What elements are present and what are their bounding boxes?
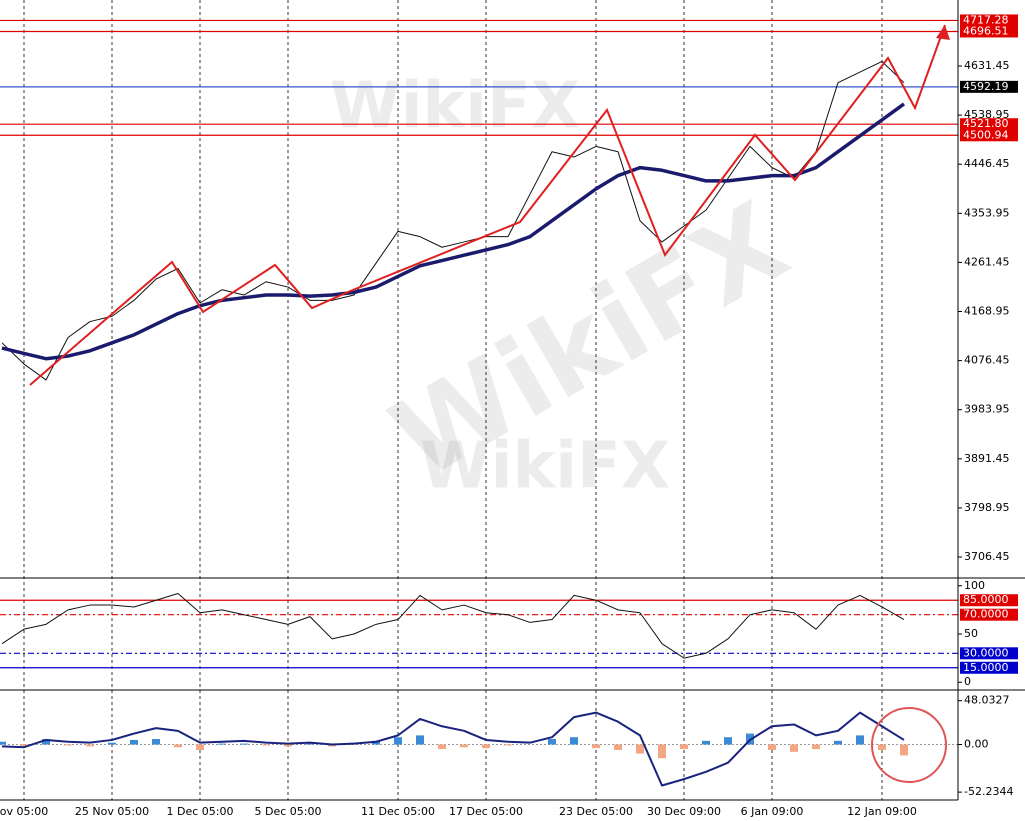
y-tick-label: 48.0327 [964,694,1010,707]
histogram-bar [306,743,314,745]
histogram-bar [20,744,28,747]
histogram-bar [570,737,578,745]
histogram-bar [658,744,666,759]
histogram-bar [636,744,644,754]
level-label: 4500.94 [963,128,1009,141]
series-line [1,711,905,787]
y-tick-label: 3798.95 [964,501,1010,514]
histogram-bar [416,735,424,745]
level-label: 85.0000 [963,593,1009,606]
level-label-box [960,594,1018,607]
histogram-bar [86,744,94,747]
level-label-box [960,661,1018,674]
y-tick-label: 4631.45 [964,59,1010,72]
level-label: 70.0000 [963,608,1009,621]
histogram-bar [900,744,908,756]
x-tick-label: ov 05:00 [0,805,48,818]
y-tick-label: 4353.95 [964,206,1010,219]
level-label: 30.0000 [963,646,1009,659]
histogram-bar [152,739,160,745]
y-tick-label: 4261.45 [964,255,1010,268]
level-label-box [960,647,1018,660]
x-tick-label: 6 Jan 09:00 [741,805,804,818]
histogram-bar [834,740,842,745]
histogram-bar [856,735,864,745]
series-line [1,102,906,361]
histogram-bar [482,744,490,749]
x-tick-label: 1 Dec 05:00 [167,805,234,818]
level-label-box [960,129,1018,142]
y-tick-label: 4446.45 [964,157,1010,170]
histogram-bar [878,744,886,750]
y-tick-label: 100 [964,579,985,592]
annotation-circle [871,707,947,783]
histogram-bar [174,744,182,748]
annotation-arrow [936,25,950,40]
level-label: 15.0000 [963,661,1009,674]
x-tick-label: 5 Dec 05:00 [255,805,322,818]
histogram-bar [548,739,556,745]
histogram-bar [680,744,688,750]
histogram-bar [394,737,402,745]
watermark: WikiFX [420,430,670,504]
histogram-bar [130,739,138,745]
histogram-bar [196,744,204,750]
histogram-bar [64,744,72,746]
histogram-bar [724,737,732,745]
histogram-bar [438,744,446,750]
level-label: 4592.19 [963,80,1009,93]
histogram-bar [460,744,468,748]
histogram-bar [592,744,600,749]
watermark: WikiFX [330,70,580,144]
histogram-bar [42,739,50,745]
x-tick-label: 30 Dec 09:00 [647,805,721,818]
level-label: 4717.28 [963,13,1009,26]
x-tick-label: 23 Dec 05:00 [559,805,633,818]
histogram-bar [812,744,820,750]
histogram-bar [504,744,512,746]
y-tick-label: 3706.45 [964,550,1010,563]
level-label: 4521.80 [963,117,1009,130]
level-label-box [960,608,1018,621]
y-tick-label: 50 [964,627,978,640]
level-label-box [960,80,1018,93]
y-tick-label: 0.00 [964,737,989,750]
y-tick-label: -52.2344 [964,785,1013,798]
y-tick-label: 3891.45 [964,452,1010,465]
series-line [1,592,905,659]
x-tick-label: 25 Nov 05:00 [75,805,149,818]
histogram-bar [240,743,248,745]
histogram-bar [702,740,710,745]
histogram-bar [108,742,116,745]
histogram-bar [262,744,270,746]
y-tick-label: 4168.95 [964,305,1010,318]
histogram-bar [790,744,798,752]
histogram-bar [284,744,292,747]
annotation-trend [29,24,946,386]
y-tick-label: 4538.95 [964,108,1010,121]
histogram-bar [614,744,622,750]
level-label: 4696.51 [963,24,1009,37]
series-line [1,60,905,381]
level-label-box [960,25,1018,38]
histogram-bar [768,744,776,750]
level-label-box [960,14,1018,27]
x-tick-label: 11 Dec 05:00 [361,805,435,818]
y-tick-label: 0 [964,675,971,688]
x-tick-label: 17 Dec 05:00 [449,805,523,818]
x-tick-label: 12 Jan 09:00 [847,805,917,818]
level-label-box [960,118,1018,131]
y-tick-label: 4076.45 [964,354,1010,367]
y-tick-label: 3983.95 [964,403,1010,416]
histogram-bar [218,743,226,745]
histogram-bar [0,741,6,745]
